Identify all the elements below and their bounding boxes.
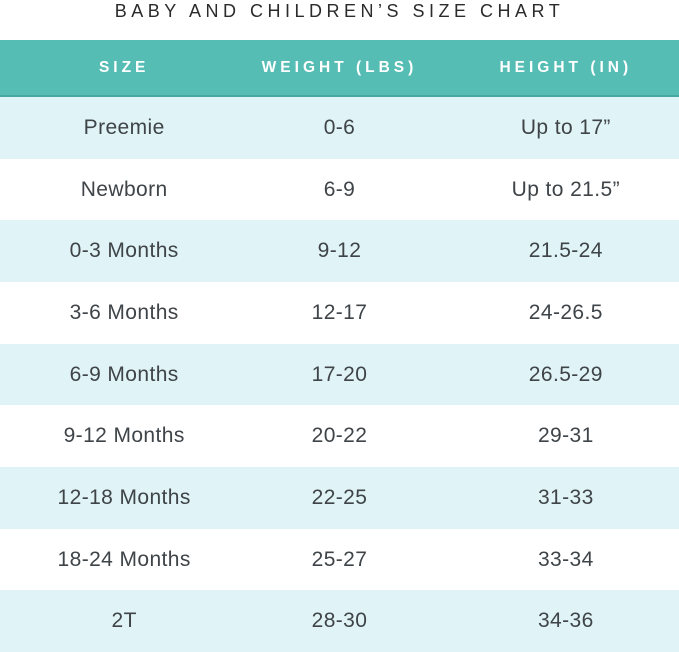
weight-cell: 25-27: [311, 547, 368, 571]
height-cell: Up to 21.5”: [511, 177, 620, 201]
height-cell: 33-34: [537, 547, 594, 571]
height-cell: 26.5-29: [528, 362, 603, 386]
table-body: Preemie 0-6 Up to 17” Newborn 6-9 Up to …: [0, 97, 679, 652]
height-cell: 31-33: [537, 485, 594, 509]
size-cell: 9-12 Months: [63, 424, 185, 448]
weight-cell: 0-6: [323, 115, 356, 139]
size-cell: Preemie: [83, 115, 165, 139]
weight-cell: 28-30: [311, 609, 368, 633]
weight-cell: 6-9: [323, 177, 356, 201]
size-cell: 3-6 Months: [69, 300, 179, 324]
weight-cell: 12-17: [311, 300, 368, 324]
table-header-row: SIZE WEIGHT (LBS) HEIGHT (IN): [0, 40, 679, 97]
size-table: SIZE WEIGHT (LBS) HEIGHT (IN) Preemie 0-…: [0, 40, 679, 652]
column-header-height: HEIGHT (IN): [499, 58, 633, 76]
weight-cell: 17-20: [311, 362, 368, 386]
page-title: BABY AND CHILDREN’S SIZE CHART: [114, 1, 565, 21]
table-row: 6-9 Months 17-20 26.5-29: [0, 343, 679, 406]
table-row: 18-24 Months 25-27 33-34: [0, 528, 679, 591]
column-header-weight: WEIGHT (LBS): [261, 58, 418, 76]
table-row: 0-3 Months 9-12 21.5-24: [0, 220, 679, 283]
column-header-size: SIZE: [98, 58, 150, 76]
height-cell: 29-31: [537, 424, 594, 448]
table-row: 12-18 Months 22-25 31-33: [0, 467, 679, 529]
size-cell: 6-9 Months: [69, 362, 179, 386]
table-row: Preemie 0-6 Up to 17”: [0, 97, 679, 159]
size-cell: 2T: [111, 609, 137, 633]
height-cell: Up to 17”: [520, 115, 611, 139]
weight-cell: 20-22: [311, 424, 368, 448]
height-cell: 34-36: [537, 609, 594, 633]
weight-cell: 22-25: [311, 485, 368, 509]
table-row: 3-6 Months 12-17 24-26.5: [0, 282, 679, 344]
table-row: 9-12 Months 20-22 29-31: [0, 405, 679, 468]
size-cell: 0-3 Months: [69, 239, 179, 263]
table-row: Newborn 6-9 Up to 21.5”: [0, 158, 679, 221]
size-cell: 18-24 Months: [57, 547, 191, 571]
size-cell: 12-18 Months: [57, 485, 191, 509]
height-cell: 21.5-24: [528, 239, 603, 263]
size-cell: Newborn: [80, 177, 168, 201]
height-cell: 24-26.5: [528, 300, 603, 324]
weight-cell: 9-12: [317, 239, 362, 263]
table-row: 2T 28-30 34-36: [0, 590, 679, 652]
